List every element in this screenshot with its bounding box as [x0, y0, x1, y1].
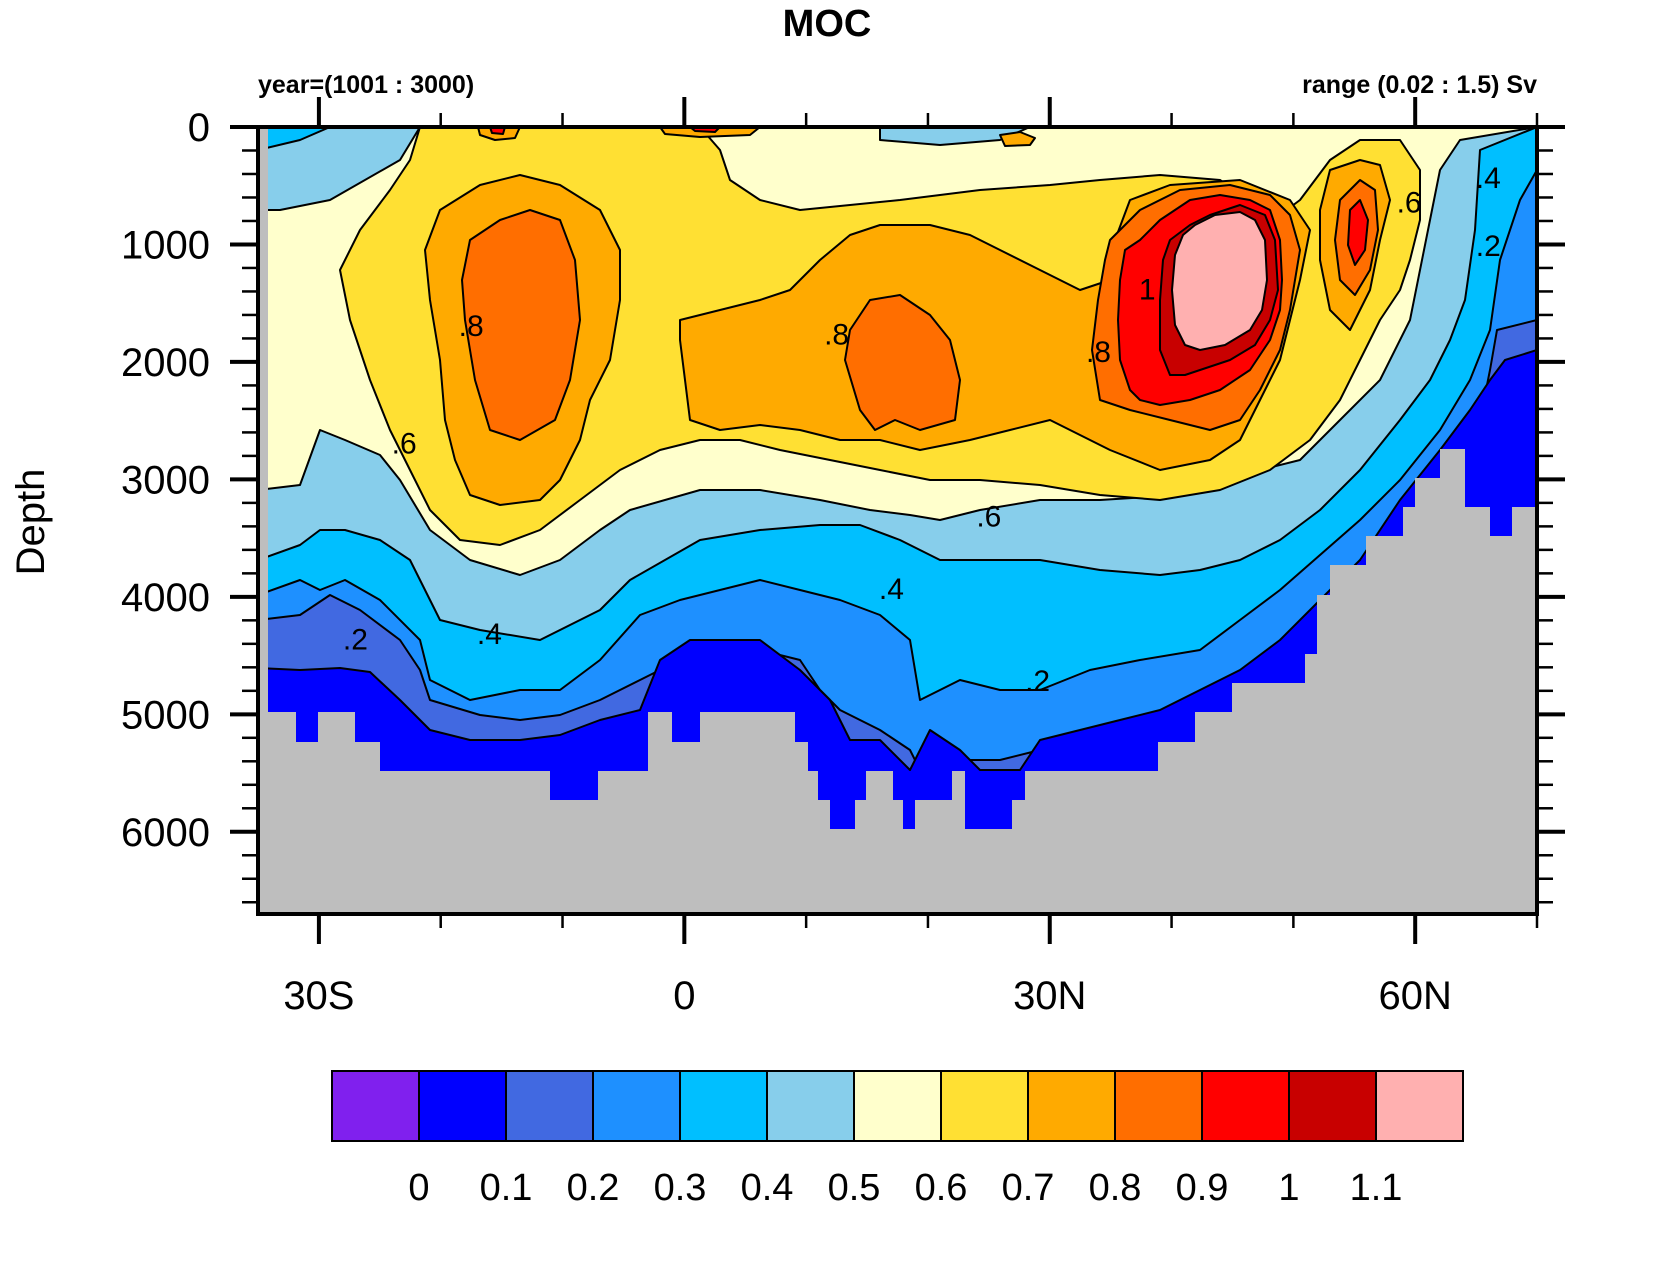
colorbar-label: 0: [408, 1167, 429, 1209]
colorbar-swatch: [940, 1070, 1029, 1142]
contour-label: .8: [459, 310, 484, 343]
contour-label: .4: [1476, 162, 1501, 195]
colorbar: 0 0.1 0.2 0.3 0.4 0.5 0.6 0.7 0.8 0.9 1 1.1: [331, 1070, 1464, 1209]
colorbar-label: 0.5: [828, 1167, 881, 1209]
colorbar-swatch: [505, 1070, 594, 1142]
x-tick-label: 30N: [1013, 974, 1086, 1018]
y-tick-label: 3000: [121, 458, 210, 502]
contour-label: .6: [1397, 187, 1422, 220]
y-tick-label: 5000: [121, 693, 210, 737]
colorbar-swatch: [1114, 1070, 1203, 1142]
contour-label: .6: [976, 500, 1001, 533]
y-tick-label: 6000: [121, 811, 210, 855]
y-axis-label: Depth: [9, 469, 53, 576]
colorbar-swatch: [1201, 1070, 1290, 1142]
contour-label: .6: [392, 428, 417, 461]
subtitle-left: year=(1001 : 3000): [258, 71, 474, 99]
x-tick-label: 30S: [283, 974, 354, 1018]
region-0.8-0.9: [844, 294, 961, 431]
colorbar-label: 1: [1278, 1167, 1299, 1209]
contour-label: 1: [1139, 274, 1156, 307]
region-0.3-0.4: [258, 127, 331, 151]
missing-strip-left: [258, 127, 268, 914]
subtitle-right: range (0.02 : 1.5) Sv: [1302, 71, 1537, 99]
axes: 0 1000 2000 3000 4000 5000 6000 30S 0 30N 60N: [121, 97, 1565, 1018]
region-0.9-1.0: [1347, 199, 1369, 266]
contour-label: .2: [1476, 230, 1501, 263]
region-above-1.1: [1171, 211, 1268, 351]
colorbar-swatch: [1288, 1070, 1377, 1142]
colorbar-label: 0.8: [1089, 1167, 1142, 1209]
colorbar-swatch: [331, 1070, 420, 1142]
region-0.4-0.5: [879, 127, 1031, 146]
x-tick-label: 60N: [1378, 974, 1451, 1018]
region-0.8-0.9: [461, 209, 581, 441]
y-tick-label: 0: [188, 106, 210, 150]
colorbar-swatch: [679, 1070, 768, 1142]
chart-title: MOC: [783, 3, 872, 45]
plot-frame: [256, 125, 1539, 916]
colorbar-swatch: [766, 1070, 855, 1142]
colorbar-swatch: [592, 1070, 681, 1142]
colorbar-label: 0.4: [741, 1167, 794, 1209]
contour-label: .2: [1025, 665, 1050, 698]
colorbar-label: 0.1: [480, 1167, 533, 1209]
y-tick-label: 2000: [121, 341, 210, 385]
contour-label: .4: [477, 618, 502, 651]
contour-label: .4: [879, 573, 904, 606]
contour-label: .8: [1086, 336, 1111, 369]
plot-area: [258, 127, 1537, 914]
x-tick-label: 0: [673, 974, 695, 1018]
colorbar-label: 0.2: [567, 1167, 620, 1209]
contour-label: .2: [343, 624, 368, 657]
colorbar-label: 0.9: [1176, 1167, 1229, 1209]
contour-labels: .8 .6 .4 .2 .8 .6 .4 .2 .8 1 .6 .4 .2: [343, 162, 1501, 698]
colorbar-label: 0.3: [654, 1167, 707, 1209]
colorbar-swatch: [1027, 1070, 1116, 1142]
colorbar-label: 0.7: [1002, 1167, 1055, 1209]
y-tick-label: 1000: [121, 223, 210, 267]
region-0.4-0.5: [258, 127, 421, 211]
colorbar-swatch: [418, 1070, 507, 1142]
bathymetry-missing: [258, 449, 1537, 914]
contour-label: .8: [824, 318, 849, 351]
colorbar-swatch: [853, 1070, 942, 1142]
region-surface-blob: [999, 131, 1036, 147]
colorbar-label: 1.1: [1350, 1167, 1403, 1209]
colorbar-swatch: [1375, 1070, 1464, 1142]
colorbar-label: 0.6: [915, 1167, 968, 1209]
y-tick-label: 4000: [121, 576, 210, 620]
